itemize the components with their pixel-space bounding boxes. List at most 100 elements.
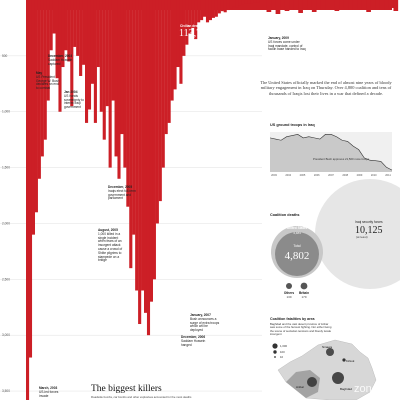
- bar: [217, 0, 221, 14]
- annotation-dec-2005-date: December, 2005: [108, 185, 133, 189]
- bar: [85, 0, 89, 123]
- bar: [132, 0, 136, 235]
- bar: [111, 0, 115, 101]
- map-description: Baghdad and the vast desert province of …: [270, 322, 332, 337]
- troops-x-label: 2009: [357, 173, 363, 177]
- bar: [208, 0, 212, 21]
- iraqi-value: 10,125: [355, 225, 383, 236]
- bar-tail: [388, 0, 394, 8]
- bar: [126, 0, 130, 207]
- bar-tail: [316, 0, 322, 8]
- annotation-dec-2005-text: Iraqis elect full-term government and pa…: [108, 188, 136, 201]
- bar: [40, 0, 44, 157]
- y-tick-label: 2,500: [2, 277, 10, 281]
- y-tick-labels: 500 1,000 1,500 2,000 2,500 3,000 3,500: [2, 54, 10, 393]
- y-tick-label: 2,000: [2, 221, 10, 225]
- ninawa-marker: [326, 348, 334, 356]
- bar: [146, 0, 151, 336]
- bar: [179, 0, 183, 84]
- civilian-deaths-value: 113,728: [179, 28, 212, 39]
- annotation-jan-2009-date: January, 2009: [268, 36, 289, 40]
- annotation-jan-2009-text: US forces come under Iraqi mandate, cont…: [268, 39, 306, 52]
- bar-tail: [330, 0, 335, 9]
- britain-value: 179: [301, 295, 306, 299]
- anbar-region: [286, 370, 320, 398]
- annotation-dec-2006-text: Saddam Hussein hanged: [181, 338, 206, 347]
- watermark: zone: [354, 383, 378, 395]
- annotation-may-text: US President George W. Bush declares an …: [36, 74, 60, 91]
- bar: [250, 0, 254, 4]
- troops-x-labels: 2003 2004 2005 2006 2007 2008 2009 2010 2011: [271, 173, 391, 177]
- annotation-dec-2003-text: Saddam Hussein captured: [48, 57, 73, 66]
- troops-x-label: 2005: [300, 173, 306, 177]
- bar: [191, 0, 195, 28]
- legend-1000: [272, 343, 278, 349]
- map-panel: Coalition fatalities by area 1,000 100 1…: [270, 317, 378, 400]
- bar: [49, 0, 53, 51]
- bar-tail: [384, 0, 390, 7]
- bar: [152, 0, 156, 280]
- bar: [176, 0, 180, 68]
- bar: [67, 0, 71, 62]
- bar: [70, 0, 74, 107]
- bar: [129, 0, 133, 269]
- bar: [241, 0, 245, 5]
- bar: [158, 0, 162, 202]
- bar: [197, 0, 201, 23]
- bar: [144, 0, 148, 313]
- bar-tail: [262, 0, 267, 8]
- bar-tail: [339, 0, 344, 6]
- annotation-dec-2006: December, 2006 Saddam Hussein hanged: [181, 335, 209, 347]
- troops-x-label: 2003: [271, 173, 277, 177]
- bar: [155, 0, 159, 224]
- troops-x-label: 2008: [342, 173, 348, 177]
- legend-100-label: 100: [280, 350, 285, 354]
- bar: [253, 0, 257, 3]
- bar-tail: [293, 0, 299, 10]
- annotation-jan-2004: Jan 2004 US hands sovereignty to interim …: [64, 90, 90, 110]
- bar: [58, 0, 62, 112]
- legend-100: [273, 350, 277, 354]
- bar: [247, 0, 251, 4]
- bar: [244, 0, 248, 4]
- bar: [93, 0, 97, 123]
- troops-x-label: 2006: [314, 173, 320, 177]
- bar: [117, 0, 121, 179]
- bar-tail: [271, 0, 276, 6]
- bar: [141, 0, 145, 291]
- civilian-deaths-label: Civilian deaths: [180, 24, 203, 28]
- annotation-mar-2003-date: March, 2003: [39, 386, 58, 390]
- bar: [161, 0, 165, 168]
- bar: [31, 0, 35, 235]
- bar: [52, 0, 56, 34]
- bar-tail: [325, 0, 331, 7]
- annotation-mar-2003: March, 2003 US-led forces invade: [39, 386, 65, 398]
- annotation-jan-2007-text: Bush announces a surge of extra troops w…: [190, 316, 220, 333]
- map-label-anbar: Anbar: [296, 385, 304, 389]
- coalition-title-line: Coalition deaths: [270, 213, 300, 217]
- bar: [226, 0, 230, 11]
- bar-tail: [289, 0, 294, 7]
- annotation-dec-2005: December, 2005 Iraqis elect full-term gov…: [108, 185, 136, 201]
- troops-note: President Bush approves 21,500 more troo…: [313, 157, 370, 161]
- iraqi-note: (at least): [356, 235, 368, 239]
- bar: [173, 0, 177, 90]
- bar: [149, 0, 153, 302]
- bar: [28, 0, 33, 358]
- bar: [185, 0, 189, 45]
- bar: [256, 0, 260, 3]
- legend-10-label: 10: [280, 355, 284, 359]
- bars: [26, 0, 399, 400]
- annotation-dec-2006-date: December, 2006: [181, 335, 206, 339]
- bar: [105, 0, 109, 107]
- bar: [211, 0, 215, 18]
- total-label: Total: [293, 244, 300, 248]
- bar: [164, 0, 168, 135]
- bar: [135, 0, 139, 291]
- bar: [200, 0, 204, 21]
- bar: [43, 0, 47, 140]
- headline: The biggest killers: [91, 384, 162, 394]
- bar: [87, 0, 92, 110]
- britain-label: Britain: [299, 291, 309, 295]
- map-label-ninawa: Ninawa: [322, 345, 332, 349]
